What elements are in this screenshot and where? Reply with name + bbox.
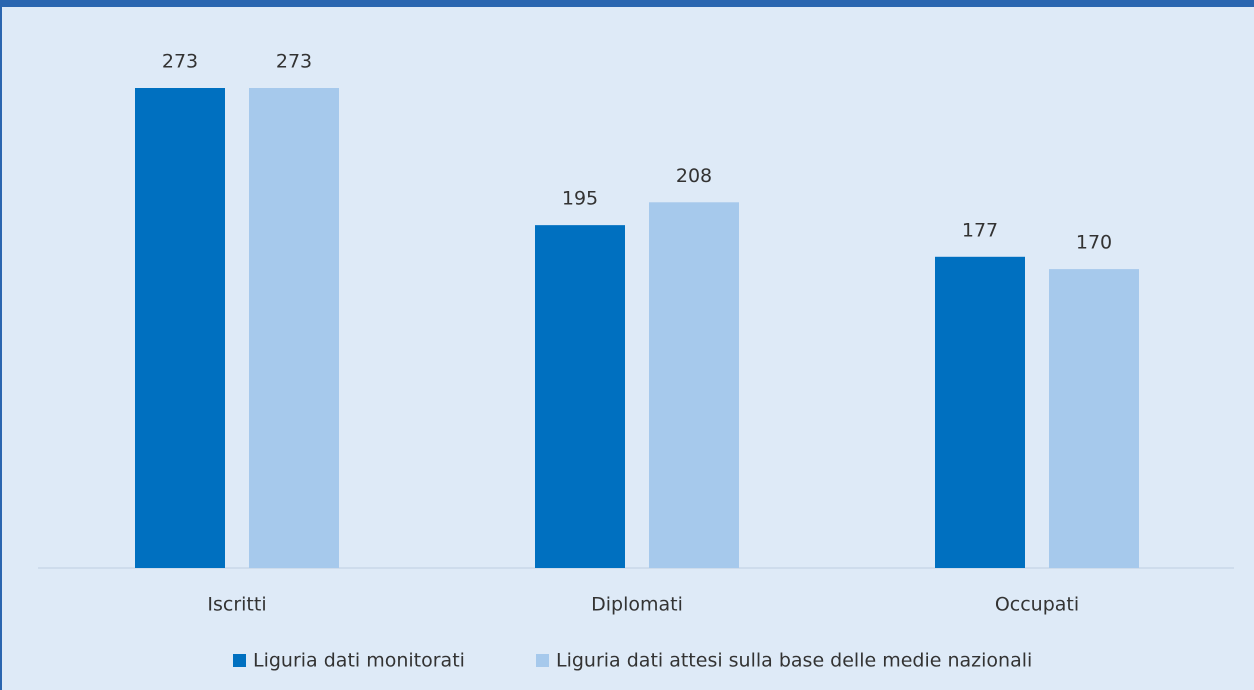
x-tick-label: Iscritti xyxy=(207,594,266,616)
bar xyxy=(649,202,739,569)
data-label: 170 xyxy=(1076,232,1112,254)
bar xyxy=(1049,269,1139,568)
x-tick-label: Occupati xyxy=(995,594,1079,616)
bar xyxy=(535,225,625,568)
bar xyxy=(135,88,225,568)
data-label: 273 xyxy=(276,51,312,73)
legend-label: Liguria dati monitorati xyxy=(253,650,465,672)
data-label: 273 xyxy=(162,51,198,73)
bar xyxy=(935,256,1025,568)
x-tick-label: Diplomati xyxy=(591,594,683,616)
data-label: 208 xyxy=(676,165,712,187)
left-border xyxy=(0,0,2,690)
top-border xyxy=(0,0,1254,7)
legend-swatch xyxy=(536,654,549,667)
bar xyxy=(249,88,339,568)
data-label: 195 xyxy=(562,188,598,210)
legend-label: Liguria dati attesi sulla base delle med… xyxy=(556,650,1032,672)
legend-swatch xyxy=(233,654,246,667)
data-label: 177 xyxy=(962,219,998,241)
